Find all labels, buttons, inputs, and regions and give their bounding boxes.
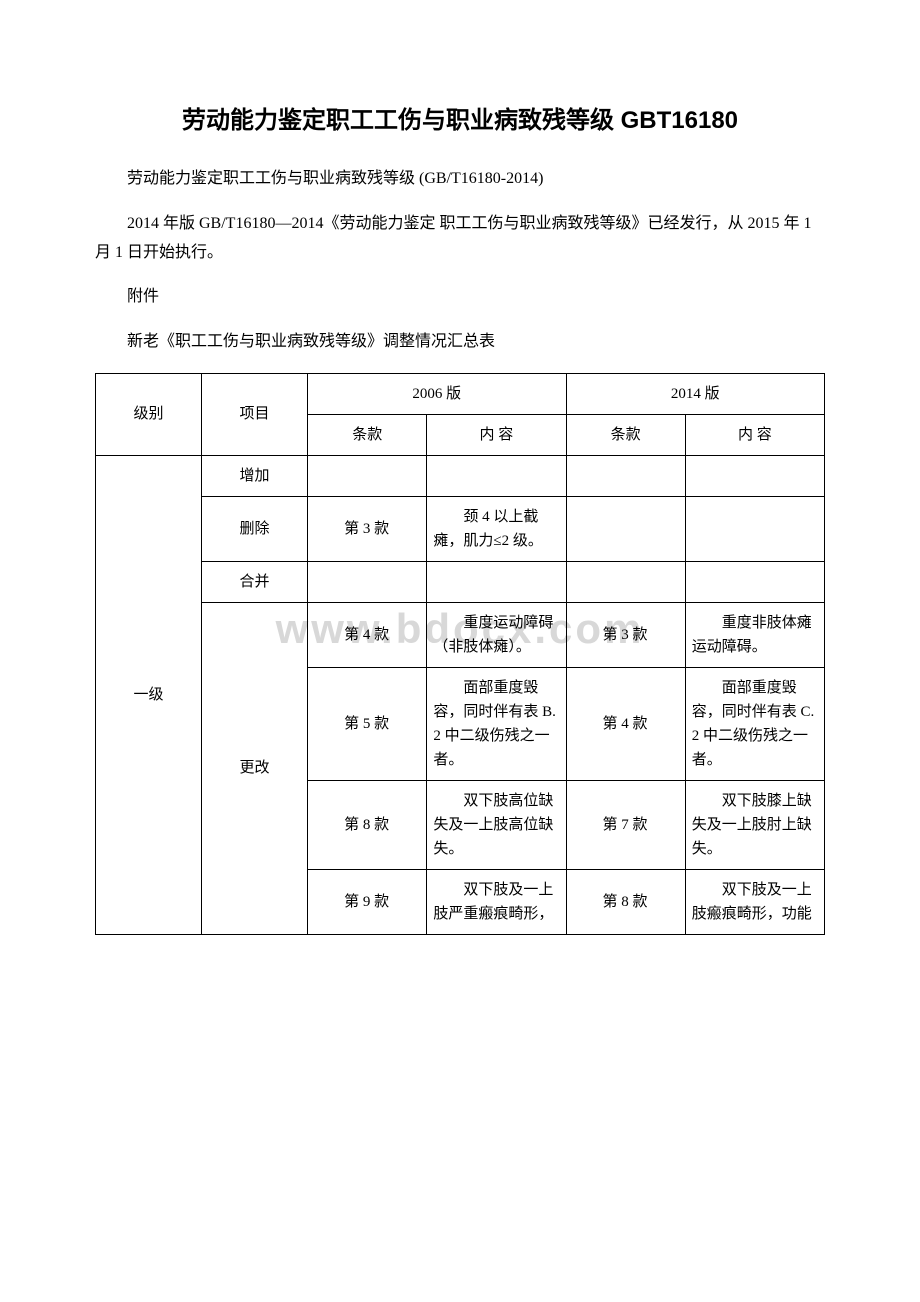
cell-change2-clause2006: 第 5 款	[308, 667, 427, 780]
cell-change2-content2014: 面部重度毁容，同时伴有表 C. 2 中二级伤残之一者。	[685, 667, 824, 780]
intro-paragraph-2: 2014 年版 GB/T16180—2014《劳动能力鉴定 职工工伤与职业病致残…	[95, 210, 825, 268]
table-caption: 新老《职工工伤与职业病致残等级》调整情况汇总表	[95, 328, 825, 357]
document-title: 劳动能力鉴定职工工伤与职业病致残等级 GBT16180	[95, 100, 825, 135]
cell-change3-clause2014: 第 7 款	[566, 780, 685, 869]
cell-change3-content2014: 双下肢膝上缺失及一上肢肘上缺失。	[685, 780, 824, 869]
cell-del-clause2006: 第 3 款	[308, 496, 427, 561]
cell-change1-content2006: 重度运动障碍（非肢体瘫）。	[427, 602, 566, 667]
attachment-label: 附件	[95, 283, 825, 312]
header-clause-2014: 条款	[566, 414, 685, 455]
header-content-2014: 内 容	[685, 414, 824, 455]
header-2014: 2014 版	[566, 373, 824, 414]
header-content-2006: 内 容	[427, 414, 566, 455]
header-item: 项目	[202, 373, 308, 455]
cell-item-del: 删除	[202, 496, 308, 561]
cell-change4-content2014: 双下肢及一上肢瘢痕畸形，功能	[685, 869, 824, 934]
cell-change4-clause2006: 第 9 款	[308, 869, 427, 934]
cell-change3-content2006: 双下肢高位缺失及一上肢高位缺失。	[427, 780, 566, 869]
cell-empty	[308, 455, 427, 496]
cell-change2-content2006: 面部重度毁容，同时伴有表 B. 2 中二级伤残之一者。	[427, 667, 566, 780]
comparison-table: 级别 项目 2006 版 2014 版 条款 内 容 条款 内 容 一级 增加 …	[95, 373, 825, 935]
table-row-change-1: 更改 第 4 款 重度运动障碍（非肢体瘫）。 第 3 款 重度非肢体瘫运动障碍。	[96, 602, 825, 667]
cell-empty	[685, 561, 824, 602]
cell-empty	[308, 561, 427, 602]
cell-change4-content2006: 双下肢及一上肢严重瘢痕畸形，	[427, 869, 566, 934]
cell-item-merge: 合并	[202, 561, 308, 602]
cell-empty	[566, 455, 685, 496]
table-row-del: 删除 第 3 款 颈 4 以上截瘫，肌力≤2 级。	[96, 496, 825, 561]
cell-change1-content2014: 重度非肢体瘫运动障碍。	[685, 602, 824, 667]
cell-empty	[427, 561, 566, 602]
table-header-row-1: 级别 项目 2006 版 2014 版	[96, 373, 825, 414]
intro-paragraph-1: 劳动能力鉴定职工工伤与职业病致残等级 (GB/T16180-2014)	[95, 165, 825, 194]
cell-empty	[566, 561, 685, 602]
header-2006: 2006 版	[308, 373, 566, 414]
cell-empty	[566, 496, 685, 561]
cell-item-add: 增加	[202, 455, 308, 496]
cell-change1-clause2006: 第 4 款	[308, 602, 427, 667]
cell-change3-clause2006: 第 8 款	[308, 780, 427, 869]
table-row-merge: 合并	[96, 561, 825, 602]
cell-change2-clause2014: 第 4 款	[566, 667, 685, 780]
cell-level: 一级	[96, 455, 202, 934]
cell-change4-clause2014: 第 8 款	[566, 869, 685, 934]
cell-item-change: 更改	[202, 602, 308, 934]
comparison-table-container: 级别 项目 2006 版 2014 版 条款 内 容 条款 内 容 一级 增加 …	[95, 373, 825, 935]
cell-empty	[427, 455, 566, 496]
cell-change1-clause2014: 第 3 款	[566, 602, 685, 667]
cell-empty	[685, 496, 824, 561]
header-level: 级别	[96, 373, 202, 455]
cell-empty	[685, 455, 824, 496]
cell-del-content2006: 颈 4 以上截瘫，肌力≤2 级。	[427, 496, 566, 561]
header-clause-2006: 条款	[308, 414, 427, 455]
table-row-add: 一级 增加	[96, 455, 825, 496]
